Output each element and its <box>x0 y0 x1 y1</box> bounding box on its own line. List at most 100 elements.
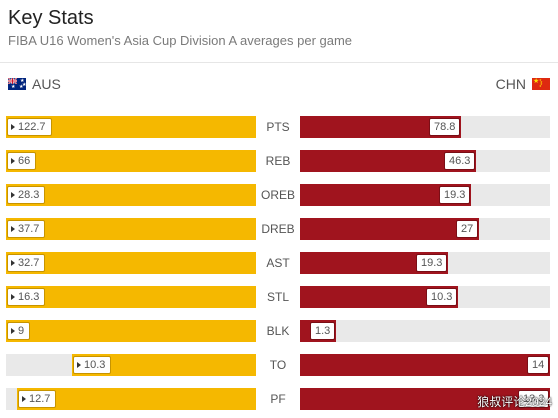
left-bar-fill <box>6 252 256 274</box>
right-bar-track: 14 <box>300 354 550 376</box>
stat-row: 16.3 STL 10.3 <box>0 286 558 308</box>
watermark-text: 狼叔评论2024 <box>477 395 552 409</box>
right-value-badge[interactable]: 27 <box>456 220 479 238</box>
stat-label: TO <box>269 358 287 372</box>
stat-label: BLK <box>266 324 290 338</box>
right-bar-fill <box>300 150 476 172</box>
left-value-text: 9 <box>18 325 25 337</box>
left-value-badge[interactable]: 32.7 <box>7 254 46 272</box>
stat-label: DREB <box>261 222 295 236</box>
left-value-text: 122.7 <box>18 121 46 133</box>
right-value-badge[interactable]: 46.3 <box>444 152 476 170</box>
right-value-badge[interactable]: 78.8 <box>429 118 461 136</box>
right-bar-track: 19.3 <box>300 184 550 206</box>
left-bar-track: 32.7 <box>6 252 256 274</box>
team-right-name: CHN <box>495 76 526 92</box>
stat-row: 37.7 DREB 27 <box>0 218 558 240</box>
left-bar-track: 37.7 <box>6 218 256 240</box>
right-bar-fill <box>300 184 471 206</box>
right-bar-track: 1.3 <box>300 320 550 342</box>
stat-label: STL <box>266 290 289 304</box>
page-title: Key Stats <box>8 7 94 29</box>
right-bar-fill <box>300 388 550 410</box>
left-bar-fill <box>6 218 256 240</box>
play-triangle-icon <box>22 396 26 402</box>
left-value-text: 12.7 <box>29 393 51 405</box>
play-triangle-icon <box>77 362 81 368</box>
left-bar-fill <box>6 184 256 206</box>
right-bar-fill <box>300 116 461 138</box>
left-bar-fill <box>6 116 256 138</box>
stat-row: 32.7 AST 19.3 <box>0 252 558 274</box>
right-value-badge[interactable]: 13.3 <box>518 390 550 408</box>
play-triangle-icon <box>11 192 15 198</box>
right-bar-track: 10.3 <box>300 286 550 308</box>
stat-row: 66 REB 46.3 <box>0 150 558 172</box>
australia-flag-icon: ★ ★ ★ ★ <box>8 78 26 90</box>
right-bar-track: 27 <box>300 218 550 240</box>
left-bar-fill <box>17 388 256 410</box>
page-subtitle: FIBA U16 Women's Asia Cup Division A ave… <box>8 33 353 48</box>
right-value-badge[interactable]: 19.3 <box>439 186 471 204</box>
right-bar-track: 78.8 <box>300 116 550 138</box>
left-value-badge[interactable]: 10.3 <box>73 356 112 374</box>
right-bar-track: 13.3 <box>300 388 550 410</box>
play-triangle-icon <box>11 328 15 334</box>
header-divider <box>0 62 558 63</box>
stat-row: 28.3 OREB 19.3 <box>0 184 558 206</box>
play-triangle-icon <box>11 124 15 130</box>
right-value-badge[interactable]: 1.3 <box>310 322 336 340</box>
left-value-badge[interactable]: 16.3 <box>7 288 46 306</box>
right-bar-fill <box>300 354 550 376</box>
left-bar-track: 122.7 <box>6 116 256 138</box>
right-bar-fill <box>300 252 448 274</box>
left-value-badge[interactable]: 9 <box>7 322 31 340</box>
stat-row: 10.3 TO 14 <box>0 354 558 376</box>
left-value-badge[interactable]: 12.7 <box>18 390 57 408</box>
left-value-text: 37.7 <box>18 223 40 235</box>
team-left[interactable]: ★ ★ ★ ★ AUS <box>8 75 61 93</box>
right-value-badge[interactable]: 10.3 <box>426 288 458 306</box>
left-value-text: 66 <box>18 155 31 167</box>
stat-row: 9 BLK 1.3 <box>0 320 558 342</box>
left-bar-track: 12.7 <box>6 388 256 410</box>
left-bar-track: 28.3 <box>6 184 256 206</box>
stat-label: OREB <box>260 188 295 202</box>
stat-row: 12.7 PF 13.3 <box>0 388 558 410</box>
left-value-badge[interactable]: 122.7 <box>7 118 52 136</box>
stat-label: AST <box>266 256 290 270</box>
stat-label: PTS <box>266 120 290 134</box>
left-bar-track: 9 <box>6 320 256 342</box>
left-value-badge[interactable]: 28.3 <box>7 186 46 204</box>
left-bar-fill <box>6 320 256 342</box>
right-bar-track: 46.3 <box>300 150 550 172</box>
left-bar-track: 10.3 <box>6 354 256 376</box>
play-triangle-icon <box>11 226 15 232</box>
right-bar-fill <box>300 218 479 240</box>
left-value-badge[interactable]: 66 <box>7 152 37 170</box>
left-bar-track: 66 <box>6 150 256 172</box>
left-value-text: 32.7 <box>18 257 40 269</box>
right-value-badge[interactable]: 19.3 <box>416 254 448 272</box>
left-bar-fill <box>6 286 256 308</box>
left-bar-track: 16.3 <box>6 286 256 308</box>
right-value-badge[interactable]: 14 <box>527 356 550 374</box>
play-triangle-icon <box>11 260 15 266</box>
team-left-name: AUS <box>32 76 61 92</box>
stat-row: 122.7 PTS 78.8 <box>0 116 558 138</box>
right-bar-track: 19.3 <box>300 252 550 274</box>
left-bar-fill <box>6 150 256 172</box>
stat-label: PF <box>270 392 286 406</box>
left-bar-fill <box>72 354 256 376</box>
china-flag-icon: ★ ★ ★ ★ ★ <box>532 78 550 90</box>
stat-label: REB <box>265 154 291 168</box>
left-value-text: 10.3 <box>84 359 106 371</box>
left-value-badge[interactable]: 37.7 <box>7 220 46 238</box>
play-triangle-icon <box>11 294 15 300</box>
stats-header: Key Stats FIBA U16 Women's Asia Cup Divi… <box>8 6 550 49</box>
play-triangle-icon <box>11 158 15 164</box>
team-right[interactable]: CHN ★ ★ ★ ★ ★ <box>496 75 550 93</box>
left-value-text: 28.3 <box>18 189 40 201</box>
left-value-text: 16.3 <box>18 291 40 303</box>
right-bar-fill <box>300 286 458 308</box>
